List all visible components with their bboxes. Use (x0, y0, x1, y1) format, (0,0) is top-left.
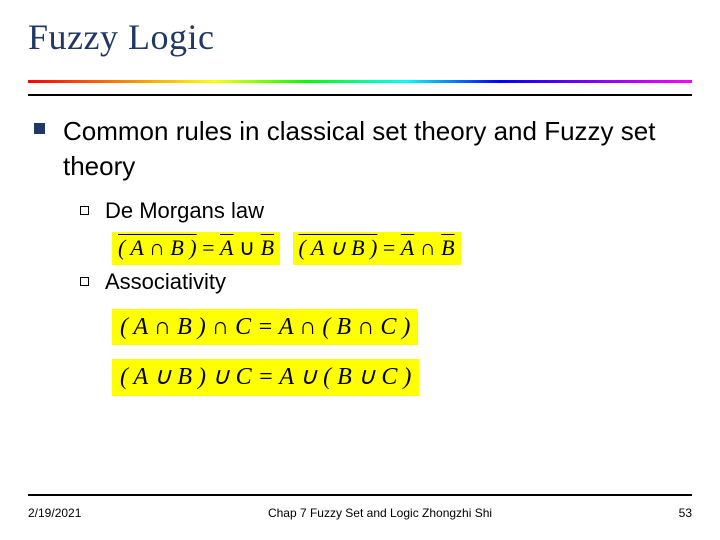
sub-item-assoc: Associativity (80, 269, 692, 295)
slide-title: Fuzzy Logic (28, 16, 692, 58)
black-divider-top (28, 94, 692, 96)
formula-assoc1: ( A ∩ B ) ∩ C = A ∩ ( B ∩ C ) (112, 309, 418, 346)
main-bullet-text: Common rules in classical set theory and… (63, 114, 692, 184)
formula-dm2: ( A ∪ B ) = A ∩ B (293, 232, 461, 264)
formula-assoc2: ( A ∪ B ) ∪ C = A ∪ ( B ∪ C ) (112, 359, 419, 396)
assoc-formula-2-row: ( A ∪ B ) ∪ C = A ∪ ( B ∪ C ) (112, 359, 692, 396)
formula-dm1: ( A ∩ B ) = A ∪ B (112, 232, 280, 264)
footer: 2/19/2021 Chap 7 Fuzzy Set and Logic Zho… (0, 494, 720, 520)
sub-text-demorgan: De Morgans law (105, 198, 264, 224)
sub-item-demorgan: De Morgans law (80, 198, 692, 224)
bullet-icon (34, 123, 45, 134)
footer-date: 2/19/2021 (28, 506, 81, 520)
rainbow-divider (28, 80, 692, 83)
footer-page-number: 53 (679, 506, 692, 520)
main-bullet-row: Common rules in classical set theory and… (34, 114, 692, 184)
demorgan-formulas: ( A ∩ B ) = A ∪ B ( A ∪ B ) = A ∩ B (112, 232, 692, 264)
footer-chapter: Chap 7 Fuzzy Set and Logic Zhongzhi Shi (81, 506, 678, 520)
assoc-formula-1-row: ( A ∩ B ) ∩ C = A ∩ ( B ∩ C ) (112, 309, 692, 346)
sub-text-assoc: Associativity (105, 269, 226, 295)
sub-bullet-icon (80, 277, 89, 286)
sub-bullet-icon (80, 206, 89, 215)
content-area: Common rules in classical set theory and… (28, 114, 692, 396)
black-divider-bottom (28, 494, 692, 496)
